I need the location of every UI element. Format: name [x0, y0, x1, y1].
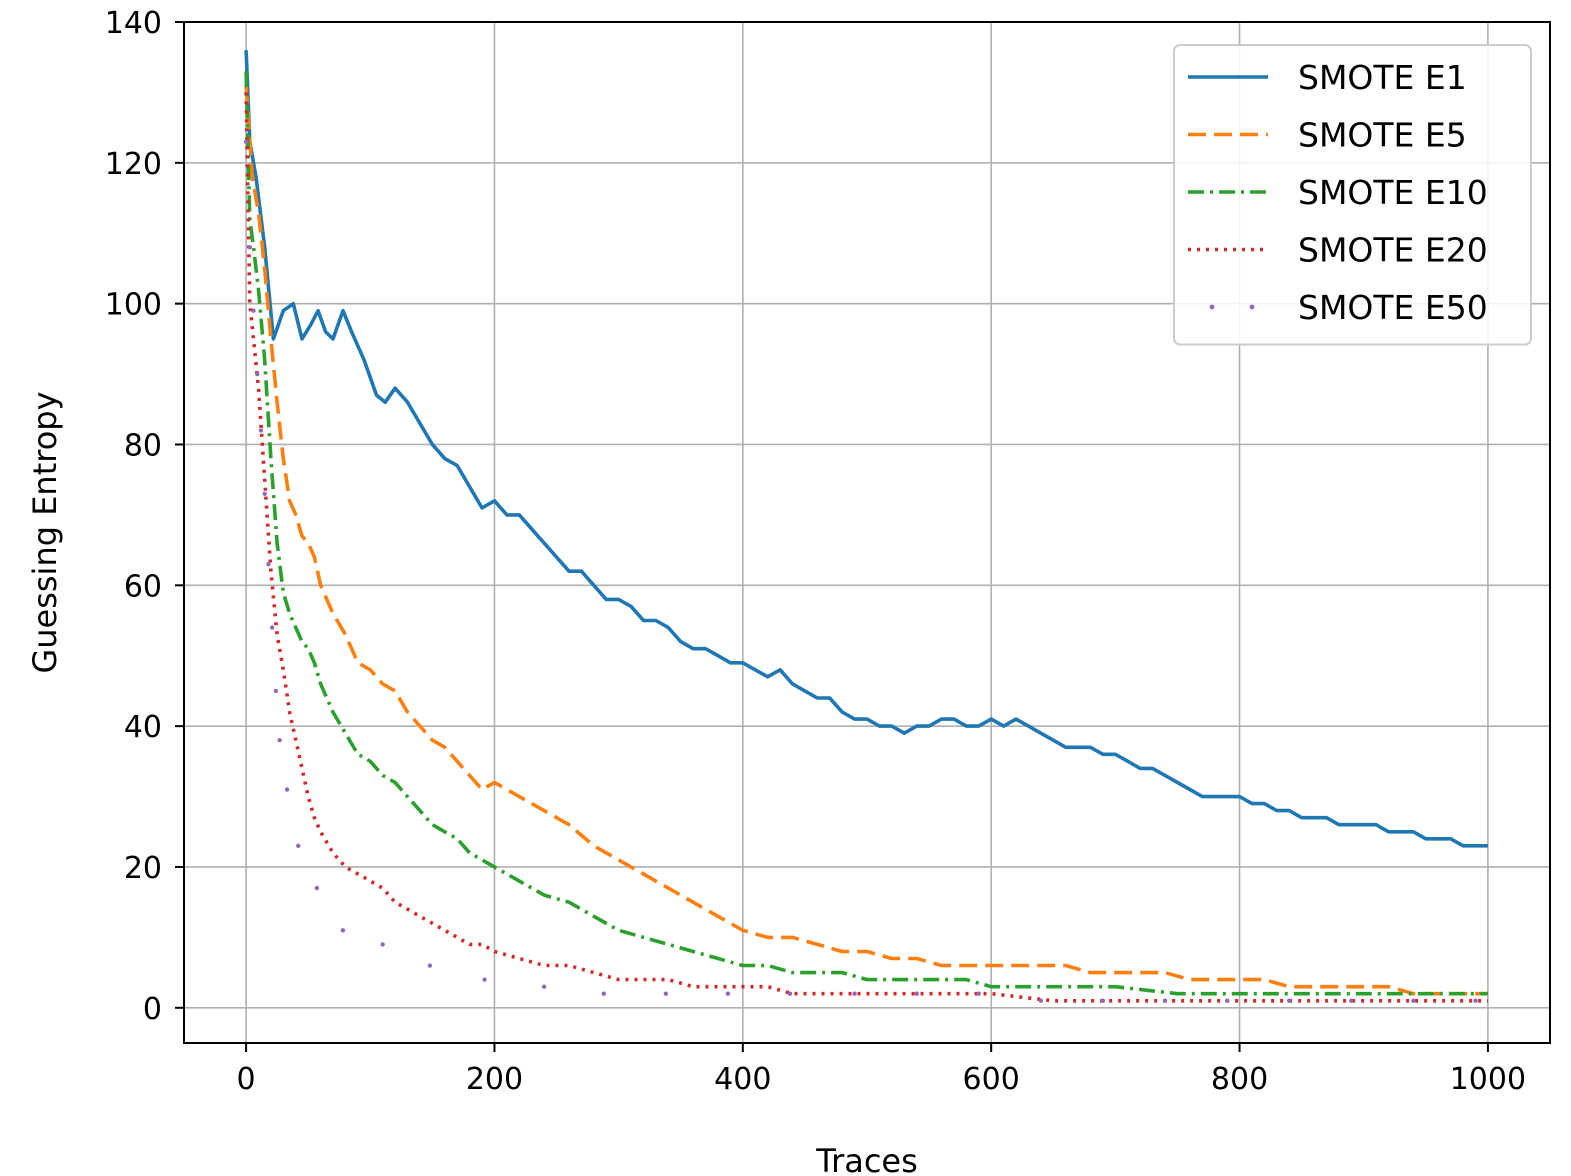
- data-point: [277, 738, 282, 743]
- y-tick-label: 140: [105, 6, 162, 41]
- data-point: [787, 991, 793, 996]
- data-point: [255, 371, 260, 377]
- data-point: [273, 688, 279, 694]
- y-tick-label: 40: [124, 710, 162, 745]
- plot-area-frame: [183, 21, 1551, 1044]
- legend-box: [1173, 44, 1532, 346]
- data-point: [296, 843, 301, 849]
- legend-label: SMOTE E5: [1298, 116, 1467, 155]
- series-smote-e5: [244, 85, 1488, 996]
- x-tick-label: 1000: [1450, 1062, 1526, 1097]
- x-tick-label: 800: [1211, 1062, 1268, 1097]
- y-tick-label: 100: [105, 288, 162, 323]
- x-axis-label: Traces: [815, 1142, 918, 1176]
- data-point: [269, 625, 275, 630]
- data-point: [340, 928, 346, 933]
- series-smote-e1: [244, 50, 1488, 848]
- data-point: [852, 991, 857, 996]
- data-point: [251, 308, 256, 313]
- series-line: [244, 85, 1488, 996]
- legend-label: SMOTE E20: [1298, 231, 1488, 270]
- y-tick-label: 20: [124, 851, 162, 886]
- series-line: [244, 71, 1488, 996]
- data-point: [482, 977, 487, 982]
- data-point: [262, 491, 267, 496]
- data-point: [1038, 998, 1044, 1003]
- x-tick-label: 600: [963, 1062, 1020, 1097]
- x-tick-label: 0: [237, 1062, 256, 1097]
- legend-label: SMOTE E50: [1298, 288, 1488, 327]
- axis-ticks: 0 200 400 600 800 1000 0 20 40 60 80 100 120 140: [105, 6, 1526, 1097]
- y-tick-label: 0: [143, 992, 162, 1027]
- legend-swatch: [1249, 304, 1255, 310]
- data-point: [1100, 998, 1106, 1003]
- data-point: [1473, 998, 1478, 1003]
- y-tick-label: 80: [124, 428, 162, 463]
- data-point: [258, 428, 264, 433]
- data-point: [247, 245, 253, 250]
- series-line: [244, 50, 1488, 848]
- legend: SMOTE E1 SMOTE E5 SMOTE E10 SMOTE E20 SMOTE …: [1173, 44, 1532, 346]
- data-point: [601, 991, 606, 996]
- data-point: [243, 139, 249, 144]
- y-tick-label: 120: [105, 147, 162, 182]
- x-tick-label: 400: [714, 1062, 771, 1097]
- data-point: [541, 984, 547, 989]
- data-point: [427, 963, 433, 968]
- data-point: [1411, 998, 1416, 1003]
- y-tick-label: 60: [124, 569, 162, 604]
- y-axis-label: Guessing Entropy: [26, 391, 64, 673]
- data-point: [1162, 998, 1168, 1003]
- data-point: [725, 991, 731, 996]
- data-point: [914, 991, 919, 996]
- legend-label: SMOTE E10: [1298, 173, 1488, 212]
- data-point: [1287, 998, 1292, 1003]
- series-line: [244, 92, 1488, 1003]
- data-point: [1349, 998, 1354, 1003]
- series-smote-e50: [243, 139, 1478, 1003]
- data-point: [976, 991, 981, 996]
- series-smote-e20: [244, 92, 1488, 1003]
- data-point: [1224, 998, 1230, 1003]
- data-point: [266, 561, 271, 567]
- legend-swatch: [1209, 304, 1215, 310]
- data-point: [284, 787, 290, 792]
- data-point: [314, 885, 320, 891]
- data-point: [380, 942, 385, 947]
- x-tick-label: 200: [466, 1062, 523, 1097]
- series-lines: [243, 50, 1488, 1003]
- series-smote-e10: [244, 71, 1488, 996]
- legend-label: SMOTE E1: [1298, 58, 1467, 97]
- data-point: [663, 991, 669, 996]
